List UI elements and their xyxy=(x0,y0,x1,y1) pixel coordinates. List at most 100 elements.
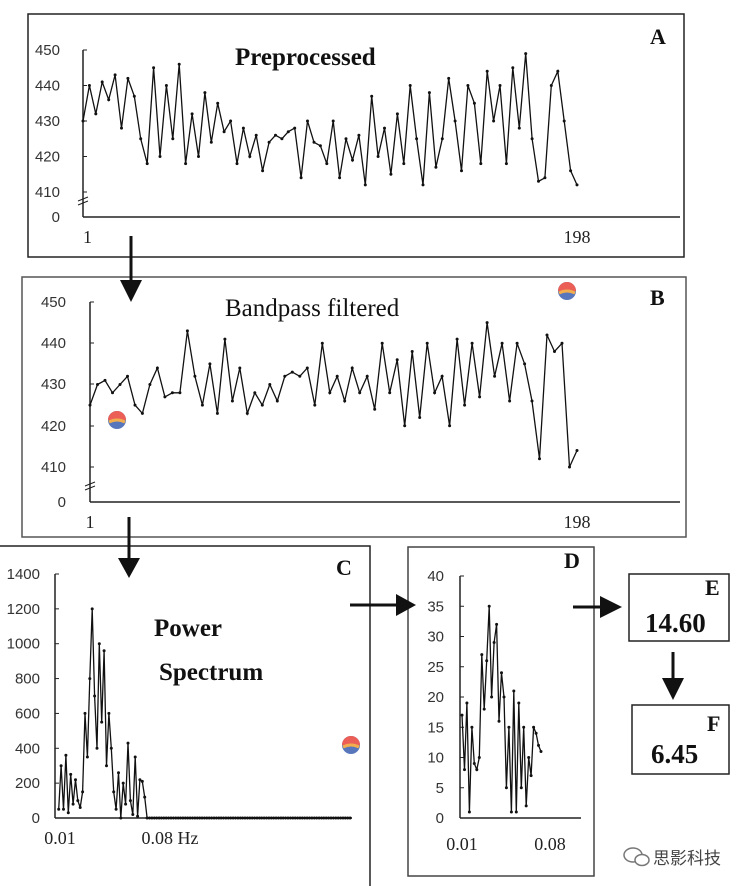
panel-d-data-point xyxy=(465,701,469,705)
panel-a-data-point xyxy=(402,162,406,166)
panel-b-data-point xyxy=(185,329,189,333)
panel-a-data-point xyxy=(261,169,265,173)
panel-c-data-point xyxy=(95,746,99,750)
panel-d-data-point xyxy=(482,707,486,711)
panel-a-data-point xyxy=(139,137,143,141)
panel-a-data-point xyxy=(440,137,444,141)
panel-b-y-tick-label: 410 xyxy=(41,459,66,476)
panel-c-data-point xyxy=(279,816,283,820)
panel-a-data-point xyxy=(177,62,181,66)
panel-b-data-point xyxy=(96,383,99,386)
panel-b-data-point xyxy=(260,403,264,407)
panel-c-data-point xyxy=(262,816,266,820)
panel-c-data-point xyxy=(74,778,77,782)
panel-a-axis-break xyxy=(77,196,89,206)
panel-b-title: Bandpass filtered xyxy=(225,295,400,322)
panel-d-data-point xyxy=(500,671,503,675)
panel-c-data-point xyxy=(274,816,278,820)
panel-d-y-tick-label: 25 xyxy=(427,659,444,676)
panel-c-data-point xyxy=(210,816,214,820)
panel-c-data-point xyxy=(310,816,314,820)
panel-b-data-point xyxy=(418,416,422,419)
panel-a-data-point xyxy=(363,183,367,187)
panel-b-data-point xyxy=(103,378,107,382)
panel-a-data-point xyxy=(453,119,457,123)
panel-c-data-point xyxy=(243,816,247,820)
panel-a-data-point xyxy=(318,144,322,148)
panel-c-data-point xyxy=(293,816,297,820)
panel-a-data-point xyxy=(408,84,412,87)
panel-d-data-point xyxy=(502,695,506,699)
panel-a-data-point xyxy=(427,91,431,95)
panel-d-data-point xyxy=(485,659,489,663)
panel-c-data-point xyxy=(164,816,168,820)
panel-d-data-point xyxy=(507,725,511,729)
panel-a-data-point xyxy=(113,73,117,77)
panel-d-data-point xyxy=(480,653,484,657)
panel-c-data-point xyxy=(236,816,240,820)
panel-c-data-point xyxy=(76,799,80,803)
panel-d-x-tick-label: 0.01 xyxy=(446,834,478,854)
arrow-e-to-f-head xyxy=(662,678,684,700)
panel-c-data-point xyxy=(150,816,154,820)
panel-c-data-point xyxy=(257,816,261,820)
panel-b-data-point xyxy=(395,358,399,362)
panel-b-data-point xyxy=(253,391,257,395)
panel-c-data-point xyxy=(341,816,345,820)
panel-b-data-point xyxy=(170,391,174,395)
panel-c-data-point xyxy=(117,771,120,775)
panel-c-data-point xyxy=(138,778,142,782)
panel-c-frame xyxy=(0,545,371,886)
panel-d-data-point xyxy=(514,810,518,814)
panel-d-data-point xyxy=(524,804,528,808)
panel-c-data-point xyxy=(265,816,268,820)
panel-d-y-tick-label: 20 xyxy=(427,689,444,706)
panel-d-data-point xyxy=(522,725,526,729)
panel-d-data-point xyxy=(519,786,523,790)
panel-b-frame xyxy=(21,276,687,538)
panel-b-data-point xyxy=(455,337,459,341)
panel-a-data-point xyxy=(241,126,245,130)
panel-a-x-tick-label: 198 xyxy=(564,227,591,247)
panel-c-data-point xyxy=(157,816,161,820)
panel-d-data-point xyxy=(460,713,464,717)
panel-c-data-point xyxy=(181,816,185,820)
panel-c-data-point xyxy=(198,816,202,820)
panel-b-data-point xyxy=(508,399,512,403)
panel-a-data-point xyxy=(190,112,194,116)
panel-c-data-point xyxy=(241,816,245,820)
panel-b-data-point xyxy=(515,341,519,345)
panel-a-data-point xyxy=(203,91,207,95)
panel-b-data-point xyxy=(275,399,279,403)
panel-c-data-point xyxy=(312,816,316,820)
panel-d-y-tick-label: 5 xyxy=(436,780,444,797)
panel-a-data-point xyxy=(537,179,540,183)
panel-a-data-point xyxy=(87,84,91,87)
panel-c-data-point xyxy=(83,711,87,715)
panel-b-data-point xyxy=(500,341,504,345)
panel-c-data-point xyxy=(176,816,180,820)
panel-c-data-point xyxy=(155,816,159,820)
panel-b-data-point xyxy=(403,424,407,428)
arrow-d-to-e-head xyxy=(600,596,622,618)
panel-c-data-point xyxy=(253,816,257,820)
panel-a-data-point xyxy=(357,133,361,137)
panel-c-x-tick-label: 0.08 Hz xyxy=(142,828,199,848)
panel-c-data-point xyxy=(336,816,340,820)
panel-d-data-point xyxy=(472,762,476,765)
panel-a-data-point xyxy=(389,172,393,176)
panel-a-frame xyxy=(27,13,685,258)
panel-b-data-point xyxy=(358,391,362,395)
panel-c-data-point xyxy=(105,764,108,768)
panel-b-data-point xyxy=(373,407,377,411)
panel-b-data-point xyxy=(448,424,452,428)
panel-d-data-point xyxy=(529,774,533,778)
arrow-c-to-d-head xyxy=(396,594,416,616)
panel-c-data-point xyxy=(66,811,70,815)
panel-c-y-tick-label: 600 xyxy=(15,705,40,722)
panel-c-data-point xyxy=(298,816,302,820)
panel-d-data-point xyxy=(527,756,531,759)
panel-c-data-point xyxy=(255,816,259,820)
panel-c-data-point xyxy=(188,816,192,820)
panel-c-data-point xyxy=(267,816,271,820)
